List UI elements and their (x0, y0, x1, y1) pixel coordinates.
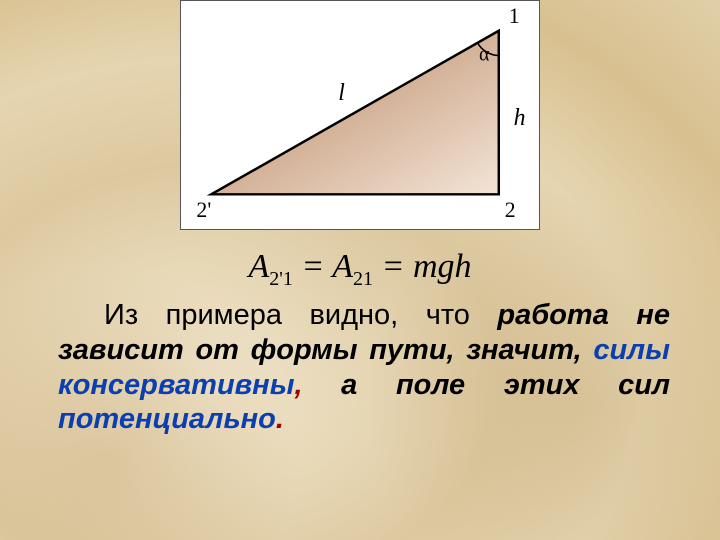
txt-potencialno: потенциально (58, 403, 276, 435)
angle-label: α (479, 43, 489, 65)
vertex-label-1: 1 (509, 4, 520, 28)
txt-a-pole: а поле этих сил (303, 369, 670, 401)
eq-rhs: mgh (413, 248, 472, 285)
eq-eq1: = (293, 248, 332, 285)
txt-sily: силы (582, 334, 670, 366)
txt-intro: Из примера видно, что (104, 299, 497, 331)
vertex-label-2: 2 (505, 198, 516, 222)
txt-konservativny: консервативны (58, 369, 294, 401)
txt-period: . (276, 403, 284, 435)
eq-A1: A (248, 248, 269, 285)
eq-sub2: 21 (353, 268, 373, 290)
txt-zavisit: зависит от формы пути, значит, (58, 334, 582, 366)
vertex-label-2prime: 2' (196, 198, 211, 222)
height-label: h (514, 105, 526, 131)
inclined-plane-diagram: 1 2' 2 α l h (180, 0, 540, 230)
txt-rabota-ne: работа не (497, 299, 670, 331)
diagram-svg: 1 2' 2 α l h (181, 1, 539, 229)
eq-A2: A (332, 248, 353, 285)
hypotenuse-label: l (338, 80, 345, 106)
eq-eq2: = (373, 248, 413, 285)
work-equation: A2'1 = A21 = mgh (0, 248, 720, 291)
eq-sub1: 2'1 (269, 268, 293, 290)
txt-comma: , (294, 369, 302, 401)
body-paragraph: Из примера видно, что работа не зависит … (58, 298, 670, 437)
triangle (211, 31, 498, 195)
